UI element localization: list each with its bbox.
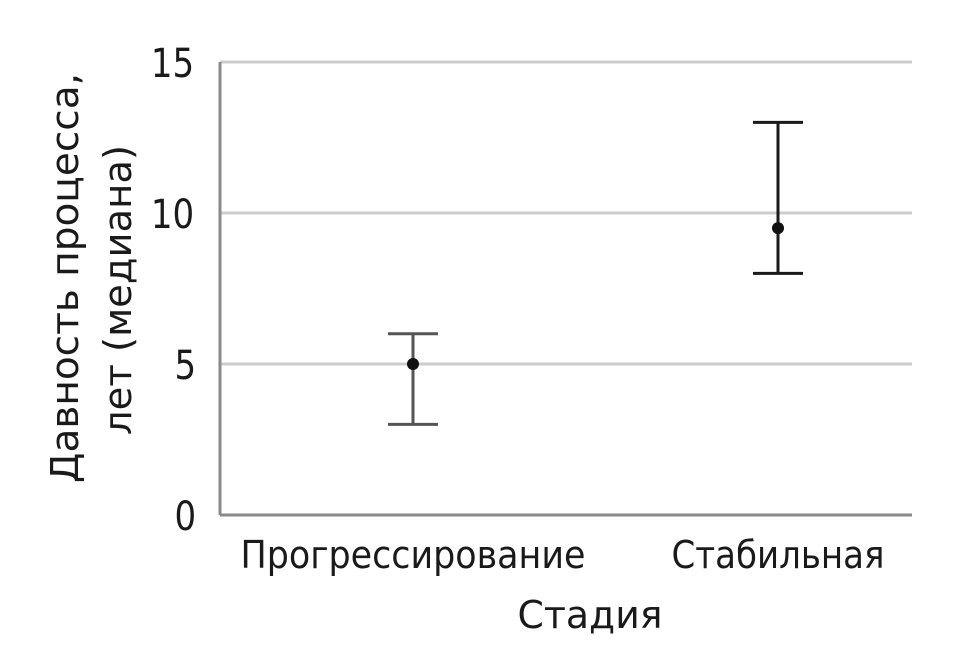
y-tick-label-5: 5 [174, 342, 196, 388]
y-axis-title-line-2: лет (медиана) [96, 145, 140, 435]
y-axis-title-line-1: Давность процесса, [43, 73, 87, 483]
y-tick-label-0: 0 [174, 493, 196, 539]
y-tick-label-15: 15 [151, 40, 194, 86]
x-category-label-2: Стабильная [672, 533, 885, 577]
x-category-labels: Прогрессирование Стабильная [241, 533, 885, 577]
grid-lines [220, 60, 912, 366]
y-tick-label-10: 10 [151, 191, 194, 237]
x-category-label-1: Прогрессирование [241, 533, 586, 577]
median-point-2 [772, 222, 784, 235]
x-axis-title: Стадия [518, 593, 663, 637]
median-point-1 [407, 358, 419, 370]
data-marks [388, 120, 803, 426]
y-axis-title: Давность процесса, лет (медиана) [43, 73, 140, 483]
axes [218, 62, 912, 517]
axis-titles: Стадия Давность процесса, лет (медиана) [43, 73, 663, 637]
y-tick-labels: 0 5 10 15 [151, 40, 196, 539]
